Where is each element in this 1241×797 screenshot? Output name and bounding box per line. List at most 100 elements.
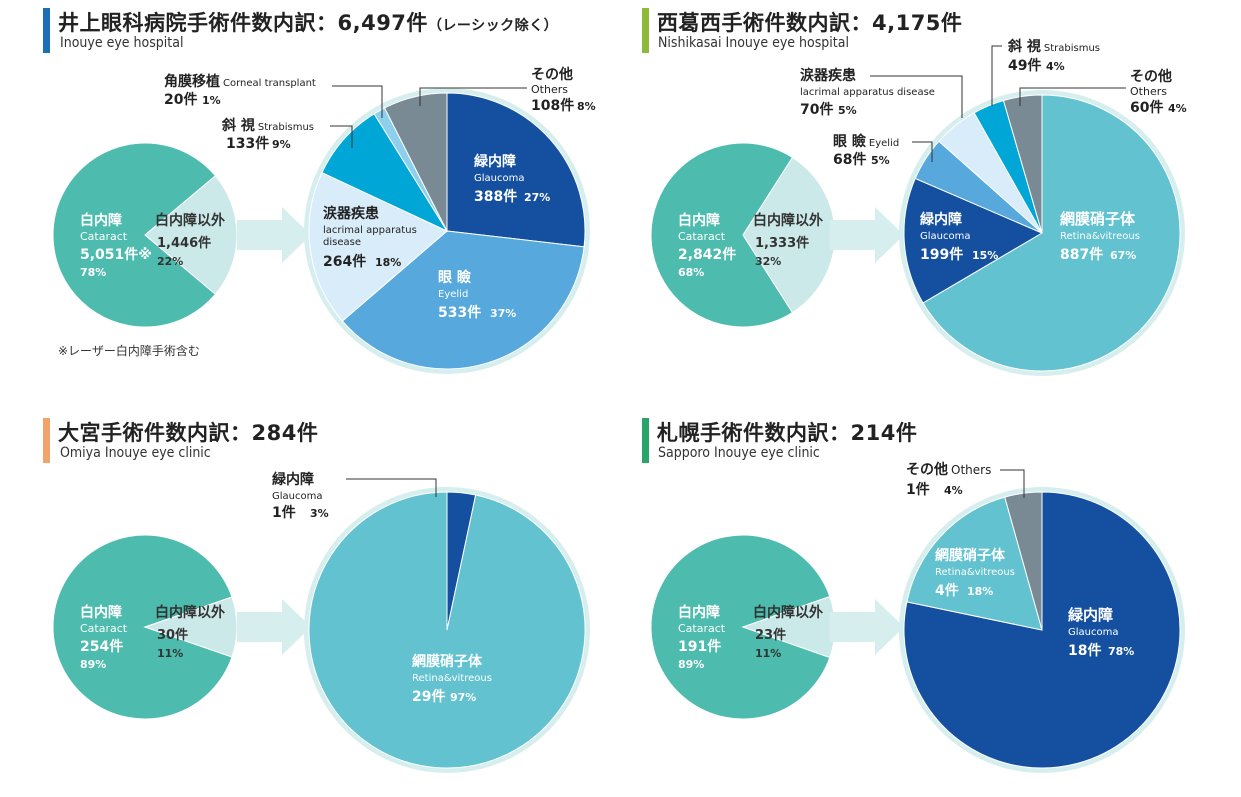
non-cataract-count: 30件 xyxy=(157,627,188,643)
non-cataract-percent: 11% xyxy=(755,647,781,660)
cataract-label-en: Cataract xyxy=(80,230,128,243)
leader-line xyxy=(912,141,933,162)
cataract-slice xyxy=(650,142,794,328)
panel-subtitle: Inouye eye hospital xyxy=(60,35,184,51)
slice-count: 4件 xyxy=(935,582,959,599)
cataract-percent: 78% xyxy=(80,266,106,279)
callout-count: 60件 xyxy=(1130,99,1163,116)
callout-percent: 4% xyxy=(1168,102,1187,115)
callout-label: 緑内障 xyxy=(272,471,314,488)
cataract-count: 5,051件※ xyxy=(80,246,152,263)
panel-subtitle: Sapporo Inouye eye clinic xyxy=(658,445,820,461)
callout-label-en: Eyelid xyxy=(869,138,899,149)
slice-label: 網膜硝子体 xyxy=(412,653,483,670)
non-cataract-slice xyxy=(144,175,238,295)
panel-title-suffix: （レーシック除く） xyxy=(427,18,559,34)
panel-title: 大宮手術件数内訳：284件 xyxy=(58,421,319,445)
slice-percent: 78% xyxy=(1108,645,1134,658)
callout-label: 涙器疾患 xyxy=(800,67,856,84)
callout-label-en: Corneal transplant xyxy=(223,78,316,89)
panel-title: 西葛西手術件数内訳：4,175件 xyxy=(657,11,963,35)
slice-label-en: Eyelid xyxy=(438,289,468,300)
leader-line xyxy=(330,125,353,148)
cataract-label-en: Cataract xyxy=(80,622,128,635)
slice-label-en: Retina&vitreous xyxy=(412,673,492,684)
callout-label: その他 Others xyxy=(906,461,991,478)
callout-percent: 5% xyxy=(871,154,890,167)
panel-title-main: 井上眼科病院手術件数内訳：6,497件 xyxy=(58,11,428,35)
cataract-percent: 89% xyxy=(80,658,106,671)
footnote: ※レーザー白内障手術含む xyxy=(58,344,200,358)
callout-count: 49件 xyxy=(1008,57,1041,74)
callout-percent: 9% xyxy=(272,138,291,151)
callout-label-jp: 眼 瞼 xyxy=(833,133,867,150)
callout-label-en: Others xyxy=(951,463,991,477)
cataract-label: 白内障 xyxy=(80,212,122,229)
slice-count: 29件 xyxy=(412,688,445,705)
cataract-percent: 89% xyxy=(678,658,704,671)
pie-slice-glaucoma xyxy=(903,491,1181,769)
leader-line xyxy=(870,75,963,118)
transition-arrow xyxy=(237,207,311,263)
slice-count: 199件 xyxy=(920,246,963,263)
callout-count: 133件 xyxy=(226,135,269,152)
callout-label-en: Others xyxy=(1130,85,1167,98)
pie-slice-others xyxy=(1004,491,1043,631)
callout-percent: 1% xyxy=(202,94,221,107)
callout-label-en: Glaucoma xyxy=(272,491,322,502)
non-cataract-count: 23件 xyxy=(755,627,786,643)
slice-count: 887件 xyxy=(1060,246,1103,263)
pie-slice-retina xyxy=(906,496,1043,631)
callout-count: 108件 xyxy=(531,97,574,114)
cataract-label: 白内障 xyxy=(678,604,720,621)
non-cataract-label: 白内障以外 xyxy=(155,604,225,621)
slice-percent: 15% xyxy=(972,249,998,262)
panel-subtitle: Omiya Inouye eye clinic xyxy=(60,445,211,461)
slice-label: 緑内障 xyxy=(474,153,516,170)
callout-label-jp: その他 xyxy=(906,461,948,478)
callout-label-jp: その他 xyxy=(531,66,573,83)
slice-percent: 97% xyxy=(450,691,476,704)
leader-line xyxy=(1019,87,1126,106)
callout-label-jp: その他 xyxy=(1130,68,1172,85)
slice-label: 緑内障 xyxy=(1068,606,1113,624)
cataract-label-en: Cataract xyxy=(678,230,726,243)
slice-percent: 27% xyxy=(524,191,550,204)
cataract-count: 191件 xyxy=(678,638,721,655)
callout-label-jp: 斜 視 xyxy=(221,117,255,134)
leader-line xyxy=(991,45,1002,106)
slice-count: 388件 xyxy=(474,188,517,205)
non-cataract-label: 白内障以外 xyxy=(753,604,823,621)
slice-count: 533件 xyxy=(438,304,481,321)
slice-count: 264件 xyxy=(323,253,366,270)
callout-label: 斜 視 Strabismus xyxy=(1007,38,1100,55)
transition-arrow xyxy=(830,207,904,263)
leader-line xyxy=(332,85,383,118)
cataract-count: 2,842件 xyxy=(678,246,736,263)
pie-slice-glaucoma xyxy=(446,92,586,248)
leader-line xyxy=(346,478,437,497)
callout-label-jp: 斜 視 xyxy=(1007,38,1041,55)
panel-accent-bar xyxy=(43,418,50,463)
transition-arrow xyxy=(237,599,311,655)
non-cataract-label: 白内障以外 xyxy=(753,212,823,229)
pie-slice-eyelid xyxy=(341,230,585,370)
callout-label: その他 xyxy=(531,66,573,83)
slice-label: 網膜硝子体 xyxy=(1060,210,1136,228)
slice-label-en: disease xyxy=(323,237,361,248)
cataract-slice xyxy=(650,534,831,720)
callout-percent: 3% xyxy=(310,507,329,520)
callout-label: 角膜移植 Corneal transplant xyxy=(164,73,316,90)
slice-label: 緑内障 xyxy=(920,211,962,228)
slice-label: 眼 瞼 xyxy=(438,269,472,286)
callout-label-en: Strabismus xyxy=(1044,43,1100,54)
slice-label: 網膜硝子体 xyxy=(935,547,1006,564)
callout-label: その他 xyxy=(1130,68,1172,85)
slice-label-en: lacrimal apparatus xyxy=(323,225,417,236)
panel-title: 札幌手術件数内訳：214件 xyxy=(657,421,918,445)
callout-label: 斜 視 Strabismus xyxy=(221,117,314,134)
slice-count: 18件 xyxy=(1068,642,1101,659)
slice-percent: 37% xyxy=(490,307,516,320)
callout-percent: 4% xyxy=(944,484,963,497)
callout-label-en: Strabismus xyxy=(258,122,314,133)
